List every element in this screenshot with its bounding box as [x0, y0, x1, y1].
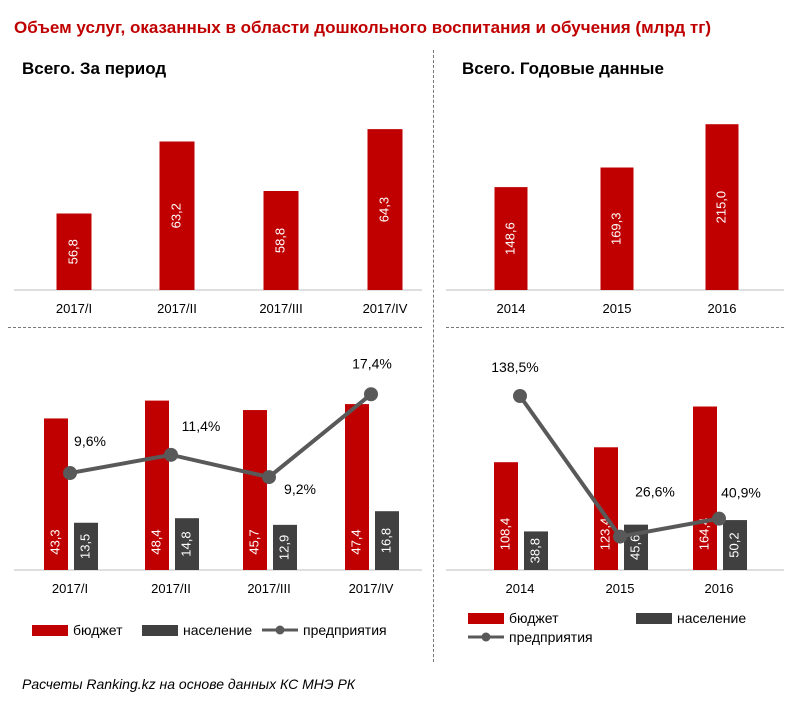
x-tick-label: 2017/III — [259, 301, 302, 316]
line-point — [613, 529, 627, 544]
bar-population — [74, 522, 98, 570]
x-tick-label: 2016 — [708, 301, 737, 316]
chart-annual-total: 148,6 2014 169,3 2015 215,0 2016 — [446, 124, 784, 316]
bar-budget-label: 48,4 — [148, 529, 163, 554]
legend-swatch-budget — [468, 613, 504, 624]
line-value-label: 11,4% — [182, 418, 221, 434]
bar-budget — [494, 462, 518, 570]
bar-value-label: 58,8 — [272, 228, 287, 253]
legend-label-enterprises: предприятия — [303, 622, 387, 638]
bar-budget — [693, 406, 717, 570]
legend-swatch-population — [142, 625, 178, 636]
bar-population-label: 45,6 — [627, 535, 642, 560]
source-note: Расчеты Ranking.kz на основе данных КС М… — [22, 676, 356, 692]
bar-total — [263, 191, 299, 290]
bar-budget — [145, 400, 169, 570]
legend-label-budget: бюджет — [73, 622, 123, 638]
line-enterprises — [518, 394, 720, 539]
bar-population-label: 16,8 — [378, 528, 393, 553]
bar-budget-label: 43,3 — [47, 529, 62, 554]
bar-population-label: 14,8 — [178, 531, 193, 556]
bar-value-label: 56,8 — [65, 239, 80, 264]
bar-value-label: 148,6 — [502, 222, 517, 255]
bar-value-label: 63,2 — [168, 203, 183, 228]
line-enterprises — [69, 392, 373, 480]
x-tick-label: 2017/I — [52, 581, 88, 596]
bar-budget-label: 45,7 — [246, 529, 261, 554]
bar-population — [273, 524, 297, 570]
chart-period-breakdown: 43,3 13,5 2017/I 48,4 14,8 2017/II 45,7 12,9 201… — [14, 355, 422, 638]
line-point — [712, 511, 726, 526]
x-tick-label: 2017/III — [247, 581, 290, 596]
bar-budget-label: 123,4 — [597, 518, 612, 551]
bar-total — [367, 129, 403, 290]
x-tick-label: 2017/II — [157, 301, 197, 316]
bar-population-label: 12,9 — [276, 535, 291, 560]
bar-population — [375, 511, 399, 570]
bar-budget — [345, 404, 369, 570]
x-tick-label: 2017/I — [56, 301, 92, 316]
line-value-label: 17,4% — [352, 355, 392, 371]
x-tick-label: 2017/IV — [349, 581, 394, 596]
bar-population — [175, 518, 199, 570]
bar-population — [524, 531, 548, 570]
horizontal-divider-left — [8, 327, 422, 328]
line-value-label: 138,5% — [491, 359, 538, 375]
legend-label-population: население — [677, 610, 746, 626]
x-tick-label: 2014 — [506, 581, 535, 596]
line-point — [262, 470, 276, 485]
bar-total — [705, 124, 739, 290]
line-point — [63, 466, 77, 481]
chart-annual-breakdown: 108,4 38,8 2014 123,4 45,6 2015 164,4 50,2 2016 1… — [446, 359, 784, 645]
x-tick-label: 2017/IV — [363, 301, 408, 316]
x-tick-label: 2017/II — [151, 581, 191, 596]
bar-population — [723, 520, 747, 570]
line-point — [164, 447, 178, 462]
bar-budget-label: 108,4 — [497, 518, 512, 551]
line-point — [513, 389, 527, 404]
bar-total — [600, 167, 634, 290]
bar-total — [56, 213, 92, 290]
chart-period-total: 56,8 2017/I 63,2 2017/II 58,8 2017/III 64,3 201… — [14, 129, 422, 316]
horizontal-divider-right — [446, 327, 784, 328]
legend-marker-enterprises — [275, 625, 285, 635]
bar-total — [159, 141, 195, 290]
bar-budget-label: 47,4 — [348, 529, 363, 554]
legend-swatch-population — [636, 613, 672, 624]
main-title: Объем услуг, оказанных в области дошколь… — [14, 18, 711, 37]
legend-marker-enterprises — [481, 632, 491, 642]
bar-budget — [243, 410, 267, 570]
legend-label-enterprises: предприятия — [509, 629, 593, 645]
legend-label-population: население — [183, 622, 252, 638]
x-tick-label: 2015 — [606, 581, 635, 596]
bar-budget-label: 164,4 — [696, 518, 711, 551]
line-value-label: 26,6% — [635, 484, 675, 500]
bar-total — [494, 187, 528, 290]
bar-value-label: 64,3 — [376, 197, 391, 222]
legend-swatch-budget — [32, 625, 68, 636]
section-title-period: Всего. За период — [22, 59, 167, 78]
line-value-label: 9,6% — [74, 433, 106, 449]
bar-value-label: 169,3 — [608, 212, 623, 245]
bar-population-label: 50,2 — [726, 532, 741, 557]
bar-value-label: 215,0 — [713, 191, 728, 224]
bar-population-label: 13,5 — [77, 534, 92, 559]
line-point — [364, 387, 378, 402]
section-title-annual: Всего. Годовые данные — [462, 59, 664, 78]
legend-label-budget: бюджет — [509, 610, 559, 626]
bar-population-label: 38,8 — [527, 538, 542, 563]
x-tick-label: 2015 — [603, 301, 632, 316]
x-tick-label: 2014 — [497, 301, 526, 316]
vertical-divider — [433, 50, 434, 662]
bar-budget — [594, 447, 618, 570]
line-value-label: 40,9% — [721, 485, 761, 501]
x-tick-label: 2016 — [705, 581, 734, 596]
line-value-label: 9,2% — [284, 481, 316, 497]
bar-budget — [44, 418, 68, 570]
